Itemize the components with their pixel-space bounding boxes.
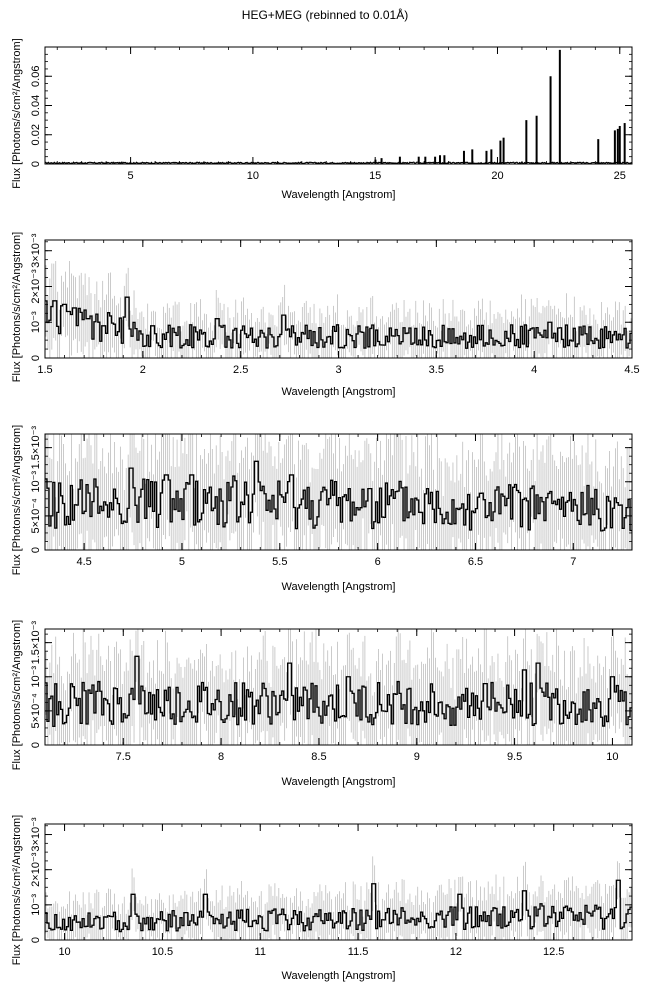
spectrum-panel-5: 10 10.5 11 11.5 12 12.5 0 10⁻³ 2×10⁻³ 3×10⁻³ Wavel… bbox=[0, 800, 650, 988]
y-tick-label: 10⁻³ bbox=[30, 311, 42, 333]
flux-histogram bbox=[45, 296, 632, 349]
y-tick-label: 3×10⁻³ bbox=[30, 233, 42, 268]
x-tick-label: 10 bbox=[247, 170, 259, 182]
x-tick-label: 5 bbox=[179, 556, 185, 568]
y-tick-label: 10⁻³ bbox=[30, 894, 42, 916]
figure-title: HEG+MEG (rebinned to 0.01Å) bbox=[241, 8, 409, 22]
y-tick-label: 0 bbox=[30, 355, 42, 361]
flux-histogram bbox=[45, 879, 632, 933]
x-tick-label: 6 bbox=[375, 556, 381, 568]
x-tick-label: 1.5 bbox=[37, 364, 52, 376]
y-tick-label: 0.02 bbox=[30, 124, 42, 145]
spectrum-plot-4: 7.5 8 8.5 9 9.5 10 0 5×10⁻⁴ 10⁻³1.5×10⁻³ Waveleng… bbox=[11, 620, 633, 788]
y-axis-label: Flux [Photons/s/cm²/Angstrom] bbox=[11, 815, 23, 965]
y-tick-label: 2×10⁻³ bbox=[30, 269, 42, 304]
x-axis-label: Wavelength [Angstrom] bbox=[282, 581, 396, 593]
x-axis-label: Wavelength [Angstrom] bbox=[282, 776, 396, 788]
x-tick-label: 12.5 bbox=[543, 946, 564, 958]
x-tick-label: 4 bbox=[531, 364, 537, 376]
x-axis-label: Wavelength [Angstrom] bbox=[282, 970, 396, 982]
y-axis-label: Flux [Photons/s/cm²/Angstrom] bbox=[11, 620, 23, 770]
spectrum-plot-1: 5 10 15 20 25 0 0.02 0.04 0.06 Wavelength [Angstr… bbox=[11, 38, 633, 201]
x-tick-label: 10.5 bbox=[152, 946, 173, 958]
y-tick-label: 1.5×10⁻³ bbox=[30, 621, 42, 665]
spectrum-plot-5: 10 10.5 11 11.5 12 12.5 0 10⁻³ 2×10⁻³3×10⁻³ Wavel… bbox=[11, 815, 633, 982]
x-tick-label: 7.5 bbox=[116, 751, 131, 763]
x-tick-label: 3 bbox=[335, 364, 341, 376]
x-tick-label: 15 bbox=[369, 170, 381, 182]
x-axis-label: Wavelength [Angstrom] bbox=[282, 386, 396, 398]
y-tick-label: 2×10⁻³ bbox=[30, 852, 42, 887]
y-axis-label: Flux [Photons/s/cm²/Angstrom] bbox=[11, 232, 23, 382]
data-area bbox=[45, 629, 632, 745]
x-tick-label: 4.5 bbox=[76, 556, 91, 568]
y-tick-label: 0 bbox=[30, 161, 42, 167]
x-tick-label: 5 bbox=[128, 170, 134, 182]
flux-histogram bbox=[45, 655, 632, 727]
y-tick-label: 5×10⁻⁴ bbox=[30, 498, 42, 534]
y-tick-label: 0 bbox=[30, 547, 42, 553]
data-area bbox=[45, 260, 632, 358]
spectrum-panel-2: 1.5 2 2.5 3 3.5 4 4.5 0 10⁻³ 2×10⁻³ 3×10⁻³ Waveleng… bbox=[0, 218, 650, 403]
plot-frame bbox=[44, 433, 633, 551]
spectrum-plot-3: 4.5 5 5.5 6 6.5 7 0 5×10⁻⁴ 10⁻³1.5×10⁻³ Wavelengt… bbox=[11, 425, 633, 593]
error-bars bbox=[45, 856, 632, 940]
x-tick-label: 9 bbox=[414, 751, 420, 763]
y-axis-label: Flux [Photons/s/cm²/Angstrom] bbox=[11, 38, 23, 188]
x-tick-label: 10 bbox=[606, 751, 618, 763]
spectrum-panel-1: 5 10 15 20 25 0 0.02 0.04 0.06 Wavelength [Angstr… bbox=[0, 30, 650, 212]
x-tick-label: 10 bbox=[58, 946, 70, 958]
spectrum-panel-3: 4.5 5 5.5 6 6.5 7 0 5×10⁻⁴ 10⁻³ 1.5×10⁻³ Wavelengt… bbox=[0, 410, 650, 600]
x-tick-label: 2.5 bbox=[233, 364, 248, 376]
x-tick-label: 2 bbox=[140, 364, 146, 376]
plot-frame bbox=[44, 46, 633, 165]
x-tick-label: 4.5 bbox=[624, 364, 639, 376]
y-tick-label: 0.06 bbox=[30, 66, 42, 87]
x-tick-label: 20 bbox=[491, 170, 503, 182]
y-tick-label: 5×10⁻⁴ bbox=[30, 693, 42, 729]
y-tick-label: 10⁻³ bbox=[30, 471, 42, 493]
y-tick-label: 3×10⁻³ bbox=[30, 817, 42, 852]
x-tick-label: 3.5 bbox=[429, 364, 444, 376]
x-tick-label: 5.5 bbox=[272, 556, 287, 568]
error-bars bbox=[45, 434, 632, 550]
x-tick-label: 25 bbox=[614, 170, 626, 182]
y-tick-label: 0.04 bbox=[30, 95, 42, 116]
flux-histogram bbox=[45, 460, 632, 532]
y-tick-label: 1.5×10⁻³ bbox=[30, 426, 42, 470]
x-tick-label: 12 bbox=[450, 946, 462, 958]
x-axis-label: Wavelength [Angstrom] bbox=[282, 189, 396, 201]
spectrum-plot-2: 1.5 2 2.5 3 3.5 4 4.5 0 10⁻³ 2×10⁻³3×10⁻³ Waveleng… bbox=[11, 232, 640, 398]
y-axis-label: Flux [Photons/s/cm²/Angstrom] bbox=[11, 425, 23, 575]
spectrum-panel-4: 7.5 8 8.5 9 9.5 10 0 5×10⁻⁴ 10⁻³ 1.5×10⁻³ Waveleng… bbox=[0, 605, 650, 795]
x-tick-label: 9.5 bbox=[507, 751, 522, 763]
x-tick-label: 11 bbox=[255, 946, 266, 958]
y-tick-label: 10⁻³ bbox=[30, 666, 42, 688]
x-tick-label: 11.5 bbox=[348, 946, 369, 958]
x-tick-label: 8 bbox=[218, 751, 224, 763]
x-tick-label: 7 bbox=[570, 556, 576, 568]
y-tick-label: 0 bbox=[30, 742, 42, 748]
x-tick-label: 8.5 bbox=[311, 751, 326, 763]
continuum-trace bbox=[45, 161, 632, 164]
data-area bbox=[45, 434, 632, 550]
data-area bbox=[45, 856, 632, 940]
y-tick-label: 0 bbox=[30, 937, 42, 943]
x-tick-label: 6.5 bbox=[468, 556, 483, 568]
data-area bbox=[45, 49, 632, 164]
